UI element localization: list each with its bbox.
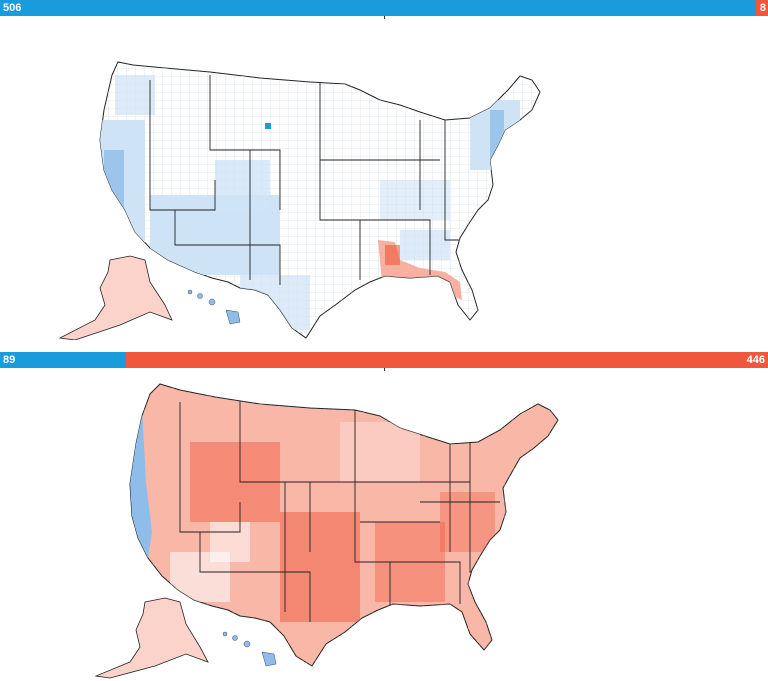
district-borders <box>179 400 500 622</box>
alaska-inset <box>94 597 209 679</box>
map-panel-bottom: 89 446 <box>0 352 768 681</box>
hawaii-inset <box>222 631 277 667</box>
midpoint-tick <box>384 368 385 371</box>
dem-seat-segment: 89 <box>0 352 126 368</box>
rep-seat-segment: 8 <box>756 0 768 16</box>
seat-bar-top: 506 8 <box>0 0 768 16</box>
rep-seat-segment: 446 <box>126 352 768 368</box>
hawaii-inset <box>187 289 241 325</box>
rep-shaded-counties <box>170 422 495 622</box>
rep-seat-count: 8 <box>759 2 766 14</box>
us-county-map-bottom <box>94 383 559 679</box>
dem-seat-count: 506 <box>3 2 22 14</box>
dem-shaded-counties <box>100 75 520 330</box>
map-panel-top: 506 8 <box>0 0 768 340</box>
dem-seat-count: 89 <box>3 354 16 366</box>
midpoint-tick <box>384 16 385 19</box>
alaska-inset <box>58 255 173 340</box>
rep-seat-count: 446 <box>746 354 765 366</box>
seat-bar-bottom: 89 446 <box>0 352 768 368</box>
us-county-map-top <box>58 61 541 340</box>
dem-seat-segment: 506 <box>0 0 756 16</box>
conus-shape <box>99 61 541 339</box>
rep-shaded-counties <box>378 240 462 300</box>
